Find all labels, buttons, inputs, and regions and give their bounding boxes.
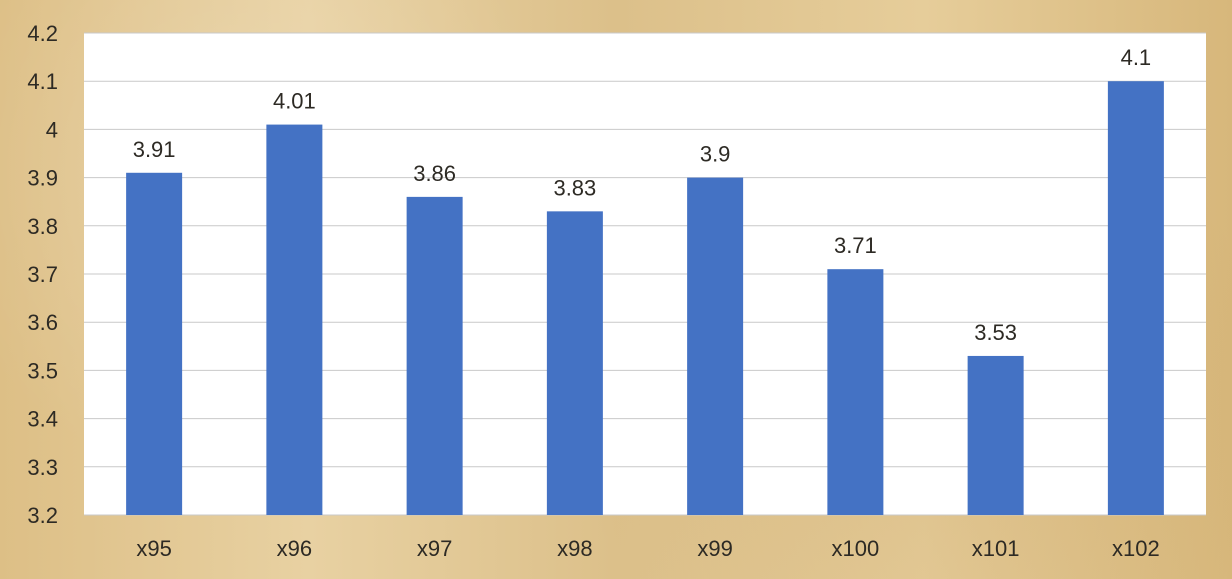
y-tick-label: 3.6	[27, 310, 58, 335]
data-label-x100: 3.71	[834, 233, 877, 258]
x-tick-label-x98: x98	[557, 536, 592, 561]
y-tick-label: 3.7	[27, 262, 58, 287]
y-tick-label: 3.2	[27, 503, 58, 528]
x-tick-label-x101: x101	[972, 536, 1020, 561]
x-tick-label-x99: x99	[697, 536, 732, 561]
x-tick-label-x102: x102	[1112, 536, 1160, 561]
bar-x97	[406, 196, 463, 515]
bar-x101	[967, 355, 1024, 515]
y-tick-label: 4.2	[27, 21, 58, 46]
data-labels: 3.91 4.01 3.86 3.83 3.9 3.71 3.53 4.1	[133, 45, 1151, 345]
data-label-x97: 3.86	[413, 161, 456, 186]
data-label-x99: 3.9	[700, 142, 731, 167]
y-axis-ticks: 3.2 3.3 3.4 3.5 3.6 3.7 3.8 3.9 4 4.1 4.2	[27, 21, 58, 528]
x-axis-ticks: x95 x96 x97 x98 x99 x100 x101 x102	[136, 536, 1159, 561]
x-tick-label-x100: x100	[832, 536, 880, 561]
data-label-x98: 3.83	[553, 175, 596, 200]
x-tick-label-x97: x97	[417, 536, 452, 561]
x-tick-label-x95: x95	[136, 536, 171, 561]
bar-x98	[546, 211, 603, 515]
y-tick-label: 3.3	[27, 455, 58, 480]
bar-x99	[687, 177, 744, 515]
data-label-x96: 4.01	[273, 89, 316, 114]
data-label-x95: 3.91	[133, 137, 176, 162]
data-label-x101: 3.53	[974, 320, 1017, 345]
y-tick-label: 3.8	[27, 214, 58, 239]
x-tick-label-x96: x96	[277, 536, 312, 561]
bar-x100	[827, 269, 884, 515]
bars	[126, 81, 1164, 515]
y-tick-label: 4.1	[27, 69, 58, 94]
bar-x95	[126, 172, 183, 515]
y-tick-label: 3.4	[27, 407, 58, 432]
data-label-x102: 4.1	[1121, 45, 1152, 70]
y-tick-label: 3.5	[27, 358, 58, 383]
bar-x102	[1107, 81, 1164, 515]
y-tick-label: 4	[46, 117, 58, 142]
y-tick-label: 3.9	[27, 166, 58, 191]
bar-x96	[266, 124, 323, 515]
